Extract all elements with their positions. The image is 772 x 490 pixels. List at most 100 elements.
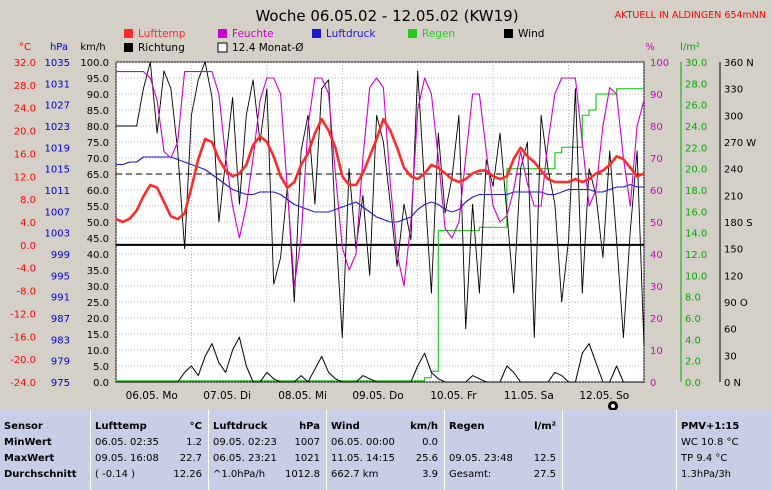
table-cell: WC 10.8 °C [681, 437, 739, 448]
table-header-wind: Wind [331, 421, 360, 432]
temp-unit-label: °C [19, 42, 31, 53]
table-cell: 09.05. 16:08 [95, 453, 159, 464]
humidity-tick-label: 10 [650, 346, 663, 357]
humidity-tick-label: 60 [650, 186, 663, 197]
x-tick-label: 08.05. Mi [278, 390, 327, 402]
table-cell: 25.6 [415, 453, 438, 464]
wind-tick-label: 55.0 [87, 202, 109, 213]
temp-tick-label: 32.0 [14, 58, 36, 69]
table-cell: 06.05. 02:35 [95, 437, 159, 448]
x-tick-label: 10.05. Fr [430, 390, 477, 402]
direction-tick-label: 60 [724, 325, 737, 336]
temp-tick-label: 12.0 [14, 172, 36, 183]
wind-tick-label: 60.0 [87, 186, 109, 197]
x-tick-label: 12.05. So [579, 390, 629, 402]
legend-label: 12.4 Monat-Ø [232, 42, 303, 54]
table-cell: 11.05. 14:15 [331, 453, 395, 464]
rain-tick-label: 16.0 [685, 207, 707, 218]
wind-tick-label: 75.0 [87, 138, 109, 149]
pressure-tick-label: 1003 [45, 229, 70, 240]
rain-tick-label: 0.0 [685, 378, 701, 389]
wind-tick-label: 40.0 [87, 250, 109, 261]
rain-tick-label: 18.0 [685, 186, 707, 197]
pressure-unit-label: hPa [50, 42, 68, 53]
pressure-tick-label: 975 [51, 378, 70, 389]
table-header-pmv: PMV+1:15 [681, 421, 740, 432]
legend-label: Feuchte [232, 28, 274, 40]
humidity-tick-label: 100 [650, 58, 669, 69]
series-line-feuchte [116, 71, 645, 287]
rain-tick-label: 30.0 [685, 58, 707, 69]
legend: Lufttemp Feuchte Luftdruck Regen Wind Richtun… [124, 28, 544, 54]
rain-tick-label: 6.0 [685, 314, 701, 325]
chart-title: Woche 06.05.02 - 12.05.02 (KW19) [255, 7, 518, 25]
direction-tick-label: 150 [724, 245, 743, 256]
table-cell: 06.05. 00:00 [331, 437, 395, 448]
axes: 32.0 28.0 24.0 20.0 16.0 12.0 8.0 4.0 0.0 -4.0 -8.… [10, 58, 756, 389]
table-header-sensor: Sensor [4, 421, 43, 432]
table-cell: 12.26 [173, 469, 202, 480]
temp-tick-label: 28.0 [14, 81, 36, 92]
rain-tick-label: 4.0 [685, 335, 701, 346]
temp-tick-label: -8.0 [16, 287, 36, 298]
table-cell: TP 9.4 °C [681, 453, 728, 464]
pressure-tick-label: 983 [51, 335, 70, 346]
x-tick-label: 06.05. Mo [126, 390, 178, 402]
rain-tick-label: 22.0 [685, 143, 707, 154]
legend-swatch [124, 43, 133, 52]
humidity-tick-label: 50 [650, 218, 663, 229]
wind-tick-label: 70.0 [87, 154, 109, 165]
sun-icon-core [611, 404, 615, 408]
legend-label: Richtung [138, 42, 185, 54]
series-line-lufttemp [115, 117, 645, 224]
table-cell: 1007 [294, 437, 320, 448]
table-row-label-avg: Durchschnitt [4, 469, 77, 480]
wind-tick-label: 15.0 [87, 330, 109, 341]
rain-tick-label: 20.0 [685, 165, 707, 176]
pressure-tick-label: 987 [51, 314, 70, 325]
direction-tick-label: 30 [724, 351, 737, 362]
rain-tick-label: 8.0 [685, 293, 701, 304]
pressure-tick-label: 1023 [45, 122, 70, 133]
wind-tick-label: 65.0 [87, 170, 109, 181]
temp-tick-label: -24.0 [10, 378, 36, 389]
wind-tick-label: 20.0 [87, 314, 109, 325]
humidity-tick-label: 30 [650, 282, 663, 293]
table-unit-wind: km/h [410, 421, 438, 432]
rain-tick-label: 28.0 [685, 79, 707, 90]
table-col-luftdruck: Luftdruck hPa 09.05. 02:23 1007 06.05. 23:… [208, 410, 324, 490]
direction-tick-label: 120 [724, 271, 743, 282]
table-cell: 09.05. 02:23 [213, 437, 277, 448]
wind-tick-label: 90.0 [87, 90, 109, 101]
rain-tick-label: 12.0 [685, 250, 707, 261]
x-tick-label: 11.05. Sa [504, 390, 554, 402]
wind-tick-label: 30.0 [87, 282, 109, 293]
legend-swatch [217, 42, 228, 53]
table-cell: 1012.8 [285, 469, 320, 480]
series-line-regen [116, 88, 644, 382]
pressure-tick-label: 1019 [45, 143, 70, 154]
temp-tick-label: 0.0 [20, 241, 36, 252]
pressure-tick-label: 1007 [45, 207, 70, 218]
pressure-tick-label: 979 [51, 357, 70, 368]
table-cell: 3.9 [422, 469, 438, 480]
wind-tick-label: 10.0 [87, 346, 109, 357]
table-unit-regen: l/m² [534, 421, 556, 432]
table-cell: 1.2 [186, 437, 202, 448]
direction-tick-label: 330 [724, 85, 743, 96]
rain-tick-label: 2.0 [685, 357, 701, 368]
direction-tick-label: 180 S [724, 218, 753, 229]
temp-tick-label: -12.0 [10, 309, 36, 320]
table-col-pmv: PMV+1:15 WC 10.8 °C TP 9.4 °C 1.3hPa/3h [676, 410, 772, 490]
wind-tick-label: 5.0 [93, 362, 109, 373]
table-col-lufttemp: Lufttemp °C 06.05. 02:35 1.2 09.05. 16:08 2… [90, 410, 206, 490]
legend-label: Luftdruck [326, 28, 376, 40]
table-cell: 0.0 [422, 437, 438, 448]
legend-label: Wind [518, 28, 544, 40]
direction-tick-label: 210 [724, 191, 743, 202]
legend-swatch [504, 29, 513, 38]
wind-tick-label: 45.0 [87, 234, 109, 245]
table-header-regen: Regen [449, 421, 485, 432]
wind-unit-label: km/h [80, 42, 105, 53]
